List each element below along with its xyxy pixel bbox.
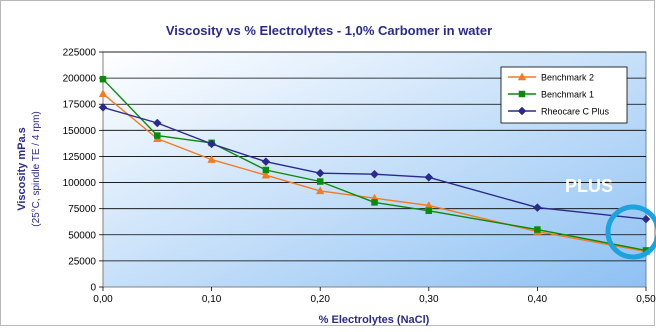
series-rheocare-c-plus [98, 103, 651, 224]
data-point-benchmark-2 [207, 155, 216, 163]
data-point-rheocare-c-plus [152, 118, 162, 128]
data-point-rheocare-c-plus [315, 168, 325, 178]
plus-logo: PLUS [565, 176, 656, 260]
y-tick-label: 100000 [63, 178, 97, 189]
y-tick-label: 125000 [63, 152, 97, 163]
x-tick-label: 0,30 [419, 294, 439, 305]
x-tick-label: 0,20 [310, 294, 330, 305]
y-axis-ticks: 0 25000 50000 75000 100000 125000 150000 175000… [63, 48, 103, 294]
data-point-rheocare-c-plus [98, 103, 108, 112]
y-tick-label: 150000 [63, 126, 97, 137]
y-tick-label: 50000 [68, 230, 96, 241]
y-axis-sublabel: (25°C, spindle TE / 4 rpm) [31, 111, 42, 227]
legend-label: Rheocare C Plus [541, 107, 610, 117]
data-point-benchmark-2 [98, 89, 108, 98]
legend-marker [517, 72, 527, 81]
y-tick-label: 0 [90, 283, 96, 294]
legend: Benchmark 2 Benchmark 1 Rheocare C Plus [500, 66, 628, 124]
x-tick-label: 0,00 [93, 294, 113, 305]
x-tick-label: 0,50 [636, 294, 656, 305]
data-point-benchmark-1 [262, 166, 270, 174]
data-point-rheocare-c-plus [370, 169, 379, 179]
data-point-rheocare-c-plus [424, 172, 434, 182]
data-point-benchmark-1 [316, 178, 324, 185]
legend-label: Benchmark 1 [541, 90, 594, 100]
y-tick-label: 200000 [63, 74, 97, 85]
legend-marker [518, 90, 526, 98]
data-point-benchmark-1 [371, 199, 378, 206]
y-tick-label: 75000 [68, 204, 96, 215]
data-point-rheocare-c-plus [207, 139, 216, 149]
legend-item: Benchmark 2 [508, 72, 594, 83]
data-point-benchmark-2 [261, 170, 271, 179]
x-tick-label: 0,40 [528, 294, 548, 305]
chart-title: Viscosity vs % Electrolytes - 1,0% Carbo… [166, 23, 492, 38]
data-point-benchmark-1 [534, 226, 541, 233]
data-point-benchmark-2 [315, 186, 325, 195]
plus-logo-ring-icon [605, 204, 656, 260]
x-tick-label: 0,10 [202, 294, 222, 305]
x-axis-label: % Electrolytes (NaCl) [319, 314, 430, 326]
data-point-rheocare-c-plus [261, 157, 271, 167]
y-tick-label: 175000 [63, 100, 97, 111]
x-axis-ticks: 0,00 0,10 0,20 0,30 0,40 0,50 [93, 287, 656, 305]
data-point-benchmark-1 [154, 132, 161, 139]
legend-label: Benchmark 2 [541, 73, 594, 83]
legend-marker [517, 106, 527, 116]
y-tick-label: 225000 [63, 48, 97, 59]
plus-logo-text: PLUS [565, 176, 613, 196]
y-axis-label: Viscosity mPa.s [16, 127, 28, 211]
data-point-rheocare-c-plus [533, 203, 542, 212]
y-tick-label: 25000 [68, 256, 96, 267]
data-point-benchmark-1 [99, 75, 107, 83]
legend-item: Rheocare C Plus [508, 107, 610, 117]
data-point-benchmark-1 [425, 207, 433, 215]
legend-item: Benchmark 1 [508, 90, 594, 100]
data-point-rheocare-c-plus [641, 214, 651, 224]
series-benchmark-1 [99, 75, 650, 254]
